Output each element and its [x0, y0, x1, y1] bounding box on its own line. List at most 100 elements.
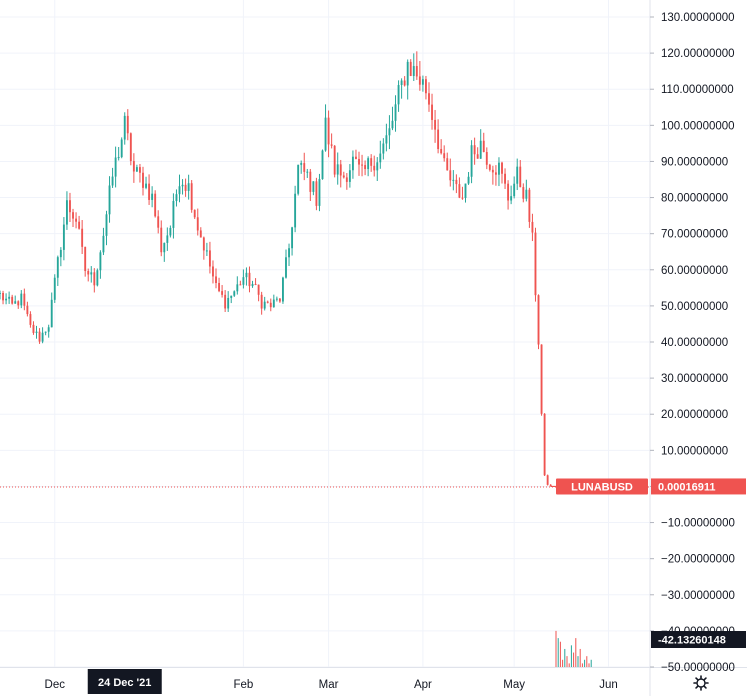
candle	[193, 209, 196, 220]
candle-body	[333, 145, 336, 175]
candle-body	[409, 61, 412, 76]
candle-body	[318, 179, 321, 206]
candle-body	[476, 154, 479, 159]
candle	[196, 208, 199, 236]
candle	[409, 59, 412, 77]
candle	[491, 165, 494, 185]
candle-body	[151, 193, 154, 200]
candle-body	[41, 332, 44, 342]
candle-body	[111, 176, 114, 186]
candle	[105, 210, 108, 246]
candle-body	[242, 277, 245, 285]
candle-body	[14, 301, 17, 304]
candle	[178, 174, 181, 203]
candle-body	[148, 183, 151, 200]
candle-body	[282, 277, 284, 302]
price-axis[interactable]: 130.00000000 120.00000000 110.00000000 100.…	[650, 12, 735, 674]
candle-body	[35, 331, 38, 333]
candle	[297, 164, 300, 196]
candle	[440, 139, 443, 155]
candle	[169, 225, 172, 238]
candle	[199, 227, 202, 238]
candle	[339, 159, 342, 188]
candle	[187, 174, 190, 200]
candle	[236, 276, 239, 295]
candle	[373, 155, 376, 177]
candle-body	[50, 299, 53, 328]
candle	[522, 183, 525, 203]
candle	[245, 267, 248, 286]
candle	[142, 166, 144, 196]
candle	[75, 212, 78, 229]
candle	[534, 227, 537, 302]
price-tick-label: 60.00000000	[661, 265, 728, 277]
time-axis[interactable]: Dec Feb Mar Apr May Jun	[45, 679, 618, 691]
candle-body	[543, 413, 546, 476]
candle	[282, 276, 284, 304]
candle	[242, 269, 245, 289]
candle-body	[498, 162, 500, 175]
candle-body	[62, 224, 65, 250]
candle-body	[412, 66, 415, 76]
settings-gear-icon[interactable]	[693, 675, 709, 691]
crosshair-date-tag: 24 Dec '21	[87, 669, 162, 694]
price-tick-label: −10.00000000	[661, 518, 735, 530]
candle-body	[245, 272, 248, 278]
candle	[160, 220, 163, 257]
candle	[333, 145, 336, 178]
candle-body	[534, 232, 537, 296]
price-tick-label: −30.00000000	[661, 590, 735, 602]
candle-body	[17, 301, 20, 306]
candle	[455, 174, 458, 194]
candle	[291, 226, 294, 256]
candle-body	[215, 276, 217, 283]
candle-body	[108, 185, 111, 215]
candle	[485, 147, 488, 170]
candle-body	[482, 140, 485, 153]
candle	[139, 163, 141, 183]
candle-body	[90, 272, 93, 275]
candle	[129, 132, 132, 166]
price-tick-label: 20.00000000	[661, 409, 728, 421]
candle-body	[342, 175, 345, 178]
candle	[102, 227, 105, 256]
candle-body	[193, 209, 196, 218]
candle-body	[44, 331, 47, 333]
candle-body	[531, 221, 534, 233]
candle-body	[321, 150, 324, 180]
candle	[78, 215, 81, 230]
candle-body	[254, 283, 257, 285]
candle	[151, 186, 154, 208]
candle-body	[440, 149, 443, 154]
candle-body	[202, 237, 205, 251]
candle-body	[272, 299, 275, 308]
price-tick-label: 50.00000000	[661, 301, 728, 313]
candle	[351, 150, 354, 179]
candle	[5, 293, 8, 305]
time-tick-label: Mar	[319, 679, 339, 691]
candle-body	[291, 227, 294, 249]
candle-body	[300, 163, 303, 165]
candle-body	[327, 117, 330, 145]
candle	[227, 291, 230, 312]
candle	[336, 152, 339, 185]
candle-body	[117, 157, 120, 159]
candle	[275, 296, 278, 302]
candle	[215, 268, 217, 289]
candle-body	[163, 242, 166, 253]
candle	[315, 177, 318, 211]
candle-body	[400, 80, 403, 86]
symbol-tag-label: LUNABUSD	[571, 481, 633, 493]
candle	[29, 311, 32, 328]
candle	[41, 327, 44, 344]
candle-body	[105, 214, 108, 236]
candle-body	[406, 61, 409, 86]
candle	[467, 172, 470, 185]
candle	[72, 208, 74, 228]
candle-body	[20, 293, 23, 306]
candle	[519, 160, 522, 188]
candle	[23, 288, 26, 311]
candle-body	[187, 183, 190, 191]
candle-body	[306, 171, 309, 173]
